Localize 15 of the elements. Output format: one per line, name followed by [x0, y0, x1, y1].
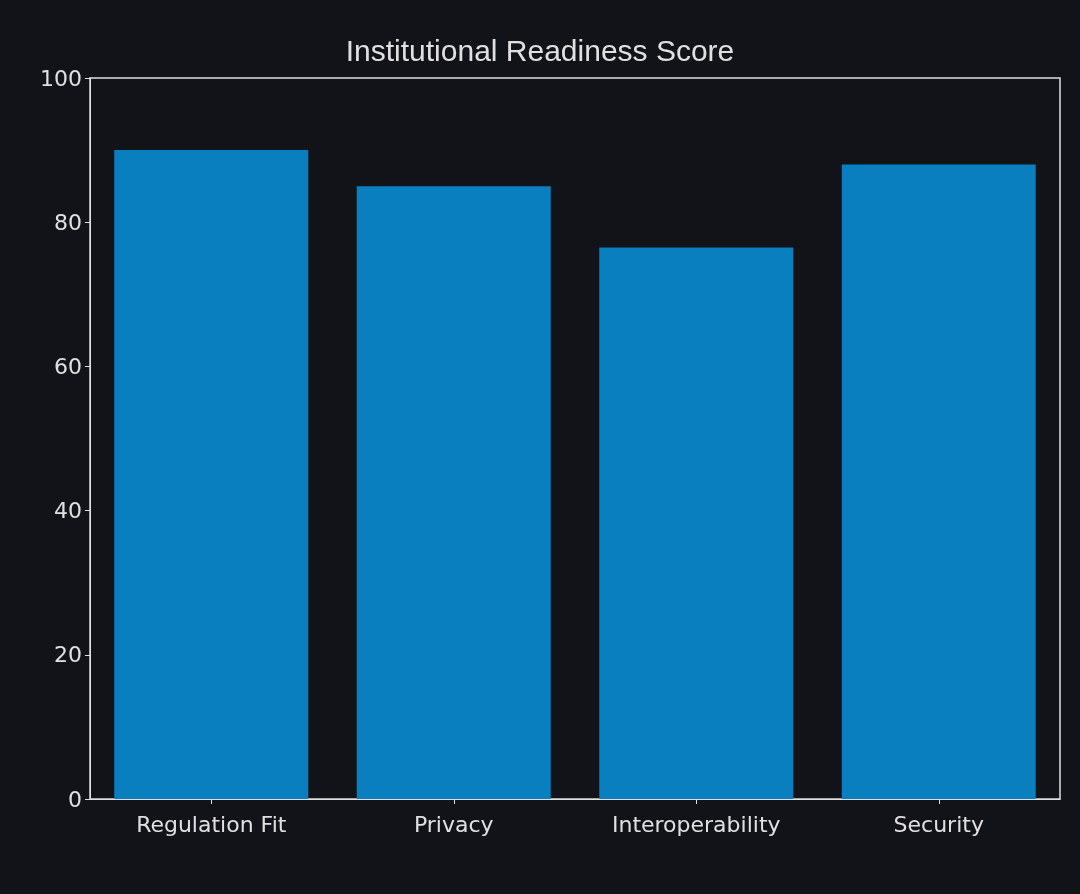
x-tick-label: Security	[893, 811, 984, 837]
x-tick-label: Privacy	[413, 811, 494, 837]
y-tick-label: 60	[54, 353, 82, 379]
bar	[114, 150, 309, 799]
bar	[599, 247, 794, 799]
y-tick-label: 20	[54, 642, 82, 668]
y-tick-label: 80	[54, 209, 82, 235]
bar	[356, 186, 551, 799]
x-tick-label: Interoperability	[611, 811, 781, 837]
y-tick-label: 100	[40, 65, 82, 91]
y-tick-label: 0	[68, 786, 82, 812]
chart-title: Institutional Readiness Score	[345, 33, 735, 67]
y-tick-label: 40	[54, 498, 82, 524]
bar	[841, 164, 1036, 799]
x-tick-label: Regulation Fit	[136, 811, 287, 837]
